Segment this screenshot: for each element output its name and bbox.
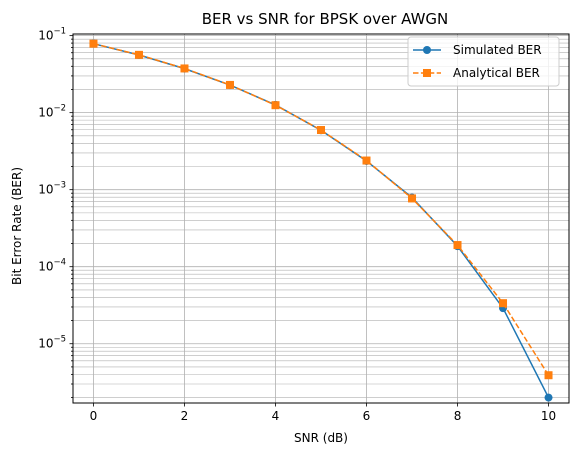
x-tick-label: 10	[541, 409, 556, 423]
y-tick-label: 10−3	[38, 181, 66, 197]
analytical-ber-point	[499, 299, 508, 308]
legend-simulated-label: Simulated BER	[453, 43, 542, 57]
legend: Simulated BER Analytical BER	[407, 36, 560, 87]
y-tick-label: 10−5	[38, 335, 66, 351]
plot-area-frame	[72, 33, 570, 404]
analytical-ber-point	[89, 39, 98, 48]
chart-title: BER vs SNR for BPSK over AWGN	[202, 10, 449, 28]
analytical-ber-point	[544, 371, 553, 380]
series-layer	[89, 39, 553, 402]
analytical-ber-point	[408, 194, 417, 203]
analytical-ber-line	[93, 42, 550, 376]
analytical-ber-point	[225, 80, 234, 89]
y-tick-label: 10−4	[38, 258, 66, 274]
x-tick-label: 6	[363, 409, 371, 423]
analytical-ber-point	[271, 101, 280, 110]
analytical-ber-point	[317, 126, 325, 135]
legend-box	[407, 36, 560, 87]
axis-ticks: 0 2 4 6 8 10 10−5 10−4 10−3 10−2 10−1	[38, 27, 556, 423]
legend-analytical-label: Analytical BER	[453, 66, 540, 80]
y-tick-label: 10−2	[38, 104, 66, 120]
x-axis-label: SNR (dB)	[294, 431, 348, 445]
x-tick-label: 2	[181, 409, 189, 423]
x-tick-label: 4	[272, 409, 280, 423]
analytical-ber-point	[362, 156, 371, 165]
x-tick-label: 8	[454, 409, 462, 423]
x-tick-label: 0	[90, 409, 98, 423]
legend-simulated-marker	[423, 46, 431, 54]
analytical-ber-point	[180, 64, 189, 73]
y-axis-label: Bit Error Rate (BER)	[10, 167, 24, 285]
analytical-ber-point	[134, 50, 143, 59]
legend-analytical-marker	[423, 69, 431, 77]
y-tick-label: 10−1	[38, 27, 66, 43]
simulated-ber-point	[544, 393, 553, 402]
grid	[73, 34, 569, 403]
analytical-ber-point	[453, 241, 462, 250]
